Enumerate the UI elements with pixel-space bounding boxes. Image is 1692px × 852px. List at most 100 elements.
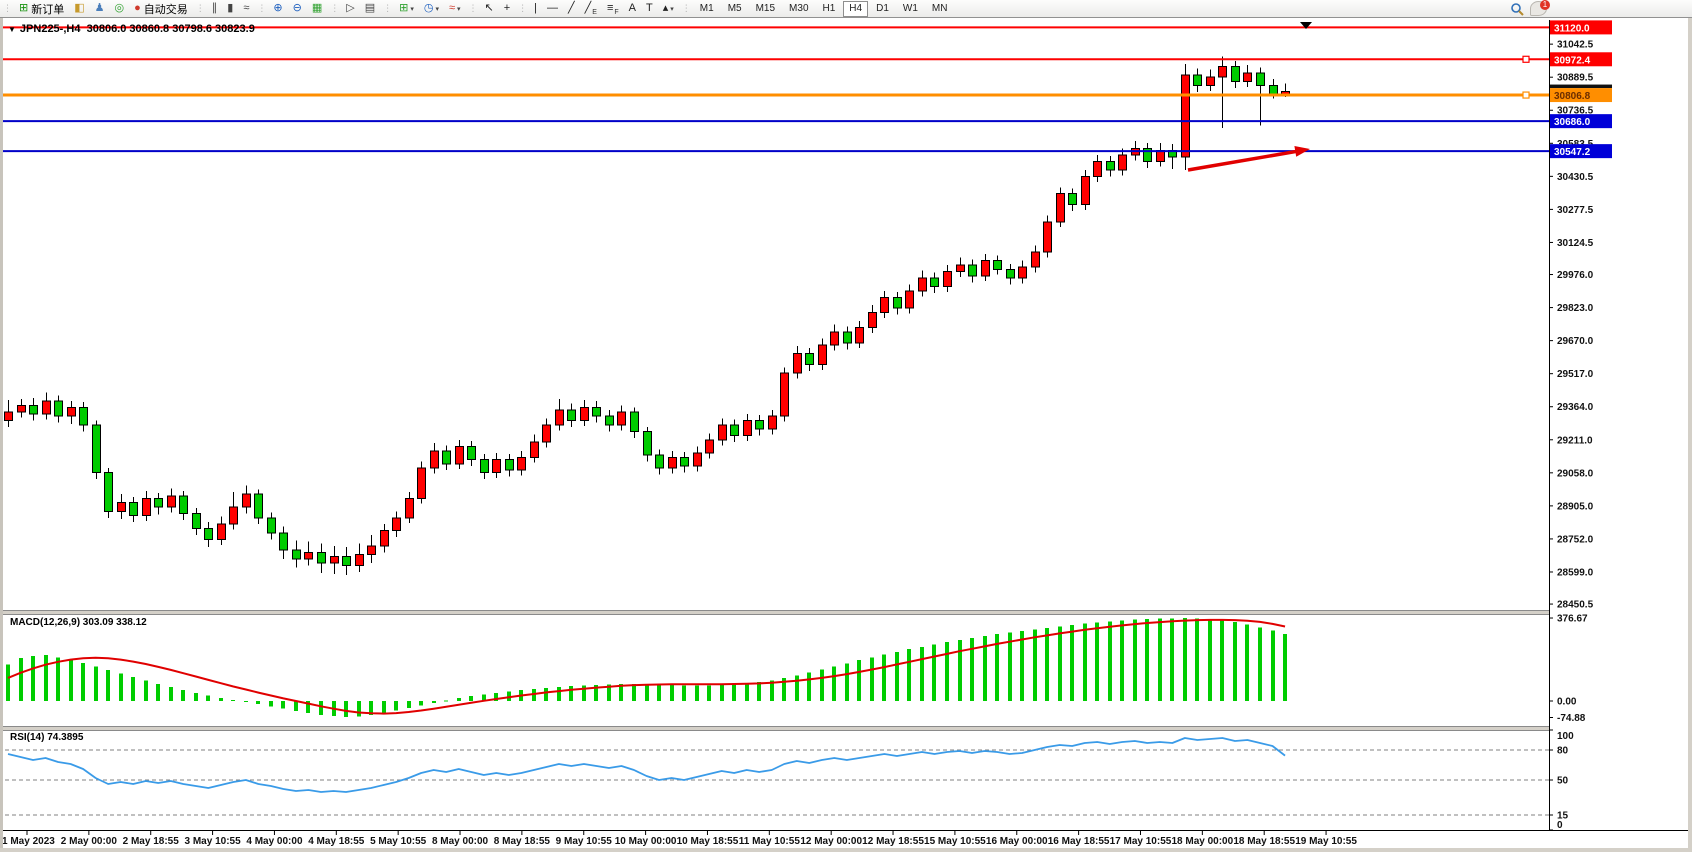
time-axis-label: 9 May 10:55 (556, 836, 613, 847)
price-label-box (1550, 114, 1612, 129)
text-icon: A (628, 2, 636, 14)
macd-bar (632, 683, 636, 701)
time-axis-label: 15 May 10:55 (924, 836, 986, 847)
trend-arrow[interactable] (1187, 146, 1310, 172)
candle-body (818, 344, 827, 365)
trend-arrow-shaft[interactable] (1187, 149, 1298, 172)
panel-splitter[interactable] (0, 611, 1692, 614)
strategy-tester-button[interactable]: ▷ (342, 0, 358, 17)
timeframe-h4[interactable]: H4 (843, 0, 869, 17)
new-chart-icon: ⊞ (399, 2, 409, 14)
indicators-button[interactable]: ≈ ▾ (445, 0, 465, 17)
candle-body (4, 411, 13, 422)
rsi-tick-label: 80 (1557, 746, 1569, 757)
cursor-button[interactable]: ↖ (481, 0, 498, 17)
data-window-button[interactable]: ▤ (361, 0, 379, 17)
candle-body (292, 549, 301, 560)
text-label-button[interactable]: T (642, 0, 657, 17)
macd-bar (1258, 627, 1262, 701)
macd-bar (1020, 630, 1024, 701)
equidistant-channel-button[interactable]: ╱ E (581, 0, 601, 17)
price-line-30972.4[interactable] (0, 55, 1549, 63)
macd-bar (482, 694, 486, 701)
macd-bar (920, 646, 924, 701)
alerts-button[interactable]: ◎ (111, 0, 129, 17)
candle-body (1068, 193, 1077, 206)
macd-bar (181, 689, 185, 701)
zoom-out-button[interactable]: ⊖ (289, 0, 306, 17)
vertical-line-button[interactable]: | (530, 0, 541, 17)
dropdown-caret-icon[interactable]: ▾ (670, 5, 674, 13)
macd-bar (1033, 629, 1037, 701)
arrows-button[interactable]: ▴ ▾ (659, 0, 678, 17)
tester-group: ▷▤ (327, 0, 380, 17)
timeframe-m1[interactable]: M1 (699, 3, 714, 14)
autotrading-button-label: 自动交易 (143, 3, 188, 16)
candle-body (229, 506, 238, 525)
notifications-icon[interactable]: 1 (1530, 0, 1550, 16)
dropdown-caret-icon[interactable]: ▾ (410, 5, 414, 13)
macd-bar (707, 685, 711, 701)
trend-arrow-head[interactable] (1294, 146, 1310, 157)
profiles-button[interactable]: ◷ ▾ (420, 0, 443, 17)
timeframe-h1[interactable]: H1 (822, 3, 836, 14)
timeframe-mn[interactable]: MN (931, 3, 948, 14)
line-endpoint-marker[interactable] (1522, 91, 1530, 99)
panel-splitter[interactable] (0, 727, 1692, 730)
new-chart-button[interactable]: ⊞▾ (395, 0, 418, 17)
candle-body (430, 450, 439, 469)
candle-body (943, 271, 952, 288)
timeframe-w1[interactable]: W1 (902, 3, 918, 14)
new-order-button[interactable]: ⊞新订单 (15, 0, 68, 17)
text-button[interactable]: A (625, 0, 640, 17)
window-bottom-edge (0, 848, 1692, 852)
candle-body (1243, 72, 1252, 82)
macd-bar (983, 636, 987, 701)
macd-bar (244, 701, 248, 702)
styles-button[interactable]: ◧ (70, 0, 88, 17)
publisher-button[interactable]: ♟ (91, 0, 109, 17)
time-axis-label: 4 May 00:00 (246, 836, 303, 847)
macd-bar (19, 658, 23, 701)
timeframe-m15[interactable]: M15 (755, 3, 776, 14)
crosshair-icon: + (503, 2, 511, 14)
macd-bar (870, 657, 874, 701)
price-tick-label: 29823.0 (1557, 303, 1594, 314)
horizontal-line-button[interactable]: — (543, 0, 562, 17)
candle-body (317, 551, 326, 564)
price-tick-label: 29364.0 (1557, 402, 1594, 413)
line-chart-button[interactable]: ≈ (239, 0, 253, 17)
candle-body (1043, 221, 1052, 253)
chart-area[interactable]: 31042.530889.530736.530583.530430.530277… (0, 18, 1692, 852)
autotrading-button[interactable]: ● 自动交易 (130, 0, 192, 17)
symbol-name: JPN225-,H4 (19, 23, 81, 35)
trendline-button[interactable]: ╱ (564, 0, 579, 17)
candlestick-chart-button[interactable]: ▮ (223, 0, 237, 17)
candle-body (718, 424, 727, 441)
macd-bar (820, 669, 824, 701)
search-icon[interactable] (1510, 2, 1524, 16)
timeframe-d1[interactable]: D1 (876, 3, 889, 14)
candle-body (1031, 251, 1040, 268)
chart-shift-marker[interactable] (1300, 22, 1312, 29)
text-label-icon: T (646, 2, 653, 14)
timeframe-m5[interactable]: M5 (727, 3, 742, 14)
timeframe-m30[interactable]: M30 (789, 3, 809, 14)
rsi-tick-label: 100 (1557, 731, 1574, 742)
candle-body (517, 456, 526, 471)
line-endpoint-marker[interactable] (1522, 55, 1530, 63)
macd-bar (895, 651, 899, 701)
candle-body (555, 409, 564, 426)
candle-body (1193, 74, 1202, 87)
zoom-in-button[interactable]: ⊕ (269, 0, 286, 17)
tile-windows-button[interactable]: ▦ (308, 0, 326, 17)
price-line-30806.8[interactable] (0, 91, 1549, 99)
dropdown-caret-icon[interactable]: ▾ (457, 5, 461, 13)
fibonacci-button[interactable]: ≡ F (603, 0, 623, 17)
price-tick-label: 30889.5 (1557, 73, 1594, 84)
crosshair-button[interactable]: + (500, 0, 514, 17)
macd-bar (1058, 626, 1062, 701)
one-click-trading-icon[interactable]: ▼ (8, 25, 16, 34)
dropdown-caret-icon[interactable]: ▾ (435, 5, 439, 13)
bar-chart-button[interactable]: ∥ (208, 0, 222, 17)
